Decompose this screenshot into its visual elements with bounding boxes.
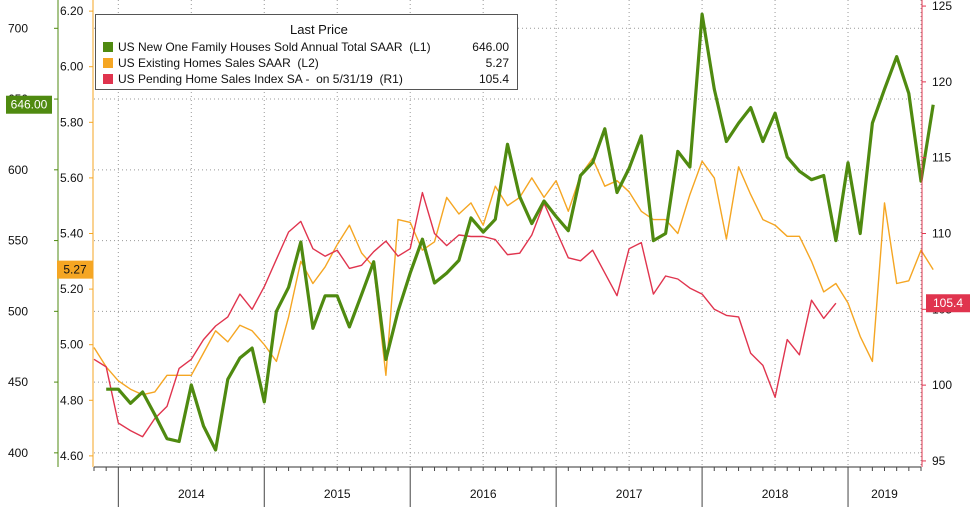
legend-swatch	[103, 74, 113, 84]
legend-title: Last Price	[290, 22, 348, 37]
y-tick-label-l1: 450	[8, 375, 28, 389]
y-tick-label-l1: 400	[8, 446, 28, 460]
last-value-tags: 646.00 5.27 105.4	[6, 95, 970, 313]
axes: 2014 2015 2016 2017 2018 2019 400 450 500 550 600 6…	[8, 0, 952, 507]
y-tick-label-l2: 5.00	[60, 338, 84, 352]
legend-label: US Pending Home Sales Index SA - on 5/31…	[118, 72, 403, 86]
series-line-l2	[93, 157, 934, 396]
legend-value: 105.4	[478, 72, 509, 86]
y-tick-label-l1: 600	[8, 163, 28, 177]
last-value-tag-l1	[6, 95, 52, 114]
x-tick-label: 2014	[178, 487, 205, 501]
legend-label: US New One Family Houses Sold Annual Tot…	[118, 40, 431, 54]
last-value-text-l2: 5.27	[63, 263, 87, 277]
y-tick-label-l2: 4.80	[60, 393, 84, 407]
x-tick-label: 2019	[871, 487, 898, 501]
y-tick-label-l2: 4.60	[60, 449, 84, 463]
legend-swatch	[103, 58, 113, 68]
y-tick-label-l2: 5.20	[60, 282, 84, 296]
legend-value: 5.27	[485, 56, 509, 70]
y-tick-label-r1: 120	[932, 75, 952, 89]
y-tick-label-l1: 550	[8, 234, 28, 248]
x-tick-label: 2016	[470, 487, 497, 501]
last-value-text-l1: 646.00	[11, 98, 48, 112]
y-tick-label-r1: 125	[932, 0, 952, 13]
last-value-tag-l2	[57, 260, 93, 279]
series-line-l1	[106, 12, 935, 452]
y-tick-label-l1: 500	[8, 304, 28, 318]
legend-label: US Existing Homes Sales SAAR (L2)	[118, 56, 319, 70]
x-tick-label: 2018	[762, 487, 789, 501]
last-value-text-r1: 105.4	[933, 296, 963, 310]
y-tick-label-r1: 115	[932, 151, 951, 165]
x-tick-label: 2017	[616, 487, 643, 501]
y-tick-label-r1: 110	[932, 227, 951, 241]
legend-swatch	[103, 42, 113, 52]
y-tick-label-l2: 5.60	[60, 171, 84, 185]
y-tick-label-l1: 700	[8, 21, 28, 35]
last-value-tag-r1	[926, 294, 970, 313]
legend: Last Price US New One Family Houses Sold…	[95, 14, 518, 90]
y-tick-label-l2: 5.40	[60, 227, 84, 241]
y-tick-label-r1: 100	[932, 378, 952, 392]
y-tick-label-l2: 6.20	[60, 4, 84, 18]
x-tick-label: 2015	[324, 487, 351, 501]
y-tick-label-r1: 95	[932, 454, 946, 468]
y-tick-label-l2: 6.00	[60, 60, 84, 74]
plot-area	[93, 12, 935, 452]
legend-value: 646.00	[472, 40, 509, 54]
y-tick-label-l2: 5.80	[60, 115, 84, 129]
